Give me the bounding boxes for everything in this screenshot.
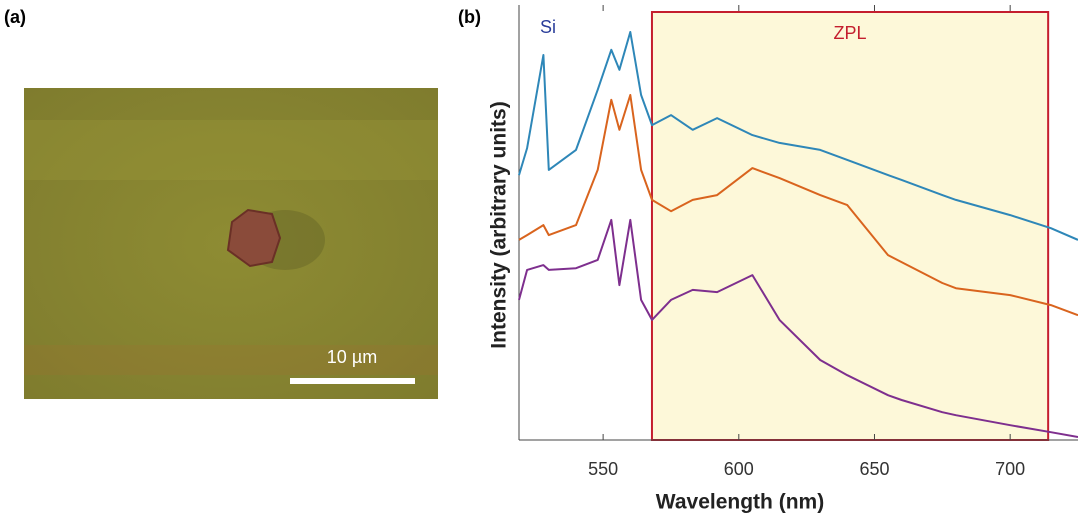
spectrum-chart: ZPL Si 550 600 650 700 Wavelength (nm) Intensit… [488,5,1078,514]
x-tick-label: 550 [588,459,618,479]
zpl-region [650,11,1050,441]
micrograph: 10 µm [24,88,438,399]
panel-label: (a) [4,7,26,27]
si-label: Si [540,17,556,37]
stripe [24,345,438,375]
scale-bar-label: 10 µm [327,347,377,367]
spectrum-line [518,31,1078,241]
crystal [226,208,282,268]
spectrum-line [518,218,1078,438]
x-tick-label: 700 [995,459,1025,479]
spectrum-line [518,94,1078,317]
panel-label: (b) [458,7,481,27]
zpl-label: ZPL [834,23,867,43]
x-tick-label: 600 [724,459,754,479]
y-axis-label: Intensity (arbitrary units) [488,101,511,348]
x-tick-label: 650 [859,459,889,479]
stripe [24,120,438,180]
x-axis-label: Wavelength (nm) [656,491,824,514]
